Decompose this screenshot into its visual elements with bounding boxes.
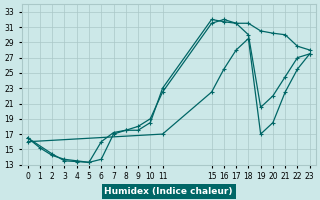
X-axis label: Humidex (Indice chaleur): Humidex (Indice chaleur) [104,187,233,196]
